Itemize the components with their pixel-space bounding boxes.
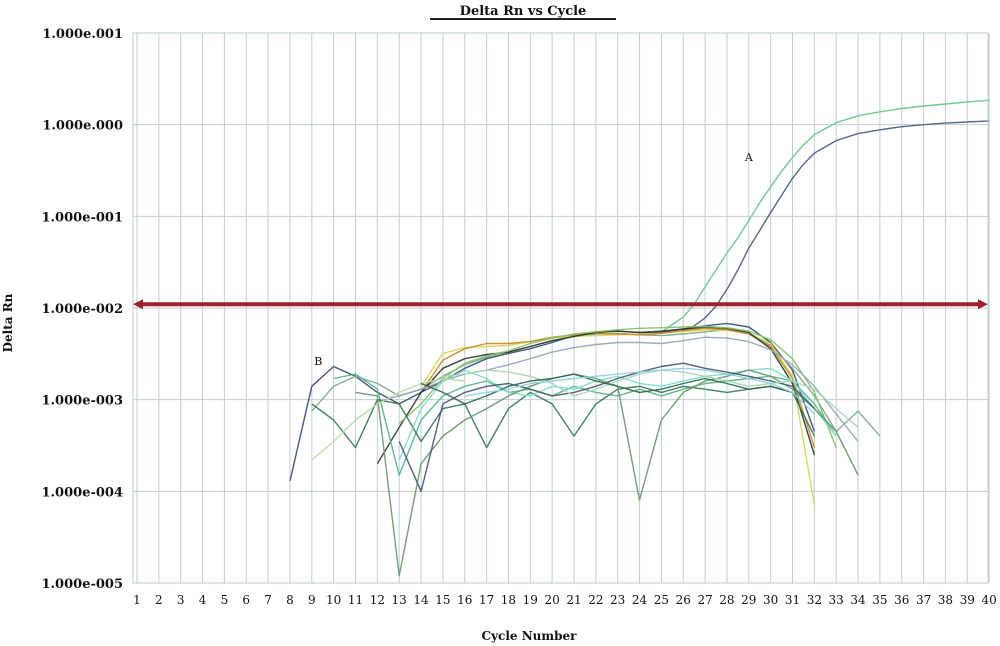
- x-tick-label-9: 9: [308, 593, 316, 607]
- x-tick-label-25: 25: [654, 593, 669, 607]
- x-tick-label-37: 37: [916, 593, 931, 607]
- x-tick-label-15: 15: [435, 593, 450, 607]
- x-tick-label-39: 39: [960, 593, 975, 607]
- x-tick-label-10: 10: [326, 593, 341, 607]
- x-tick-label-24: 24: [632, 593, 648, 607]
- x-tick-label-31: 31: [785, 593, 800, 607]
- series-line-15: [442, 369, 859, 428]
- series-line-6: [420, 327, 816, 448]
- x-tick-label-33: 33: [829, 593, 844, 607]
- x-tick-label-35: 35: [872, 593, 887, 607]
- series-line-18: [464, 367, 815, 415]
- chart-title: Delta Rn vs Cycle: [460, 4, 587, 19]
- series-line-1: [661, 99, 990, 333]
- series-group: [289, 99, 990, 577]
- x-tick-label-28: 28: [719, 593, 734, 607]
- plot-border: [132, 32, 989, 584]
- x-tick-label-12: 12: [370, 593, 385, 607]
- x-tick-label-11: 11: [348, 593, 363, 607]
- x-tick-label-6: 6: [242, 593, 250, 607]
- x-tick-label-22: 22: [588, 593, 603, 607]
- x-tick-label-40: 40: [982, 593, 997, 607]
- series-line-16: [311, 377, 465, 461]
- threshold-arrow-right[interactable]: [978, 299, 988, 310]
- x-tick-label-38: 38: [938, 593, 953, 607]
- x-tick-label-19: 19: [523, 593, 538, 607]
- y-tick-label-0: 1.000e-005: [41, 577, 123, 592]
- x-tick-label-30: 30: [763, 593, 778, 607]
- x-tick-label-21: 21: [566, 593, 581, 607]
- annotation-B: B: [314, 355, 322, 368]
- x-tick-label-29: 29: [741, 593, 756, 607]
- annotation-A: A: [744, 151, 754, 164]
- y-tick-label-5: 1.000e.000: [42, 119, 123, 134]
- x-tick-label-5: 5: [221, 593, 229, 607]
- x-axis-label: Cycle Number: [482, 629, 578, 643]
- series-line-8: [398, 325, 837, 448]
- y-tick-label-1: 1.000e-004: [41, 485, 123, 500]
- series-line-2: [682, 120, 990, 333]
- series-line-11: [311, 385, 816, 449]
- y-tick-label-4: 1.000e-001: [41, 210, 123, 225]
- x-tick-label-23: 23: [610, 593, 625, 607]
- x-tick-label-27: 27: [697, 593, 712, 607]
- x-tick-label-20: 20: [545, 593, 560, 607]
- x-tick-label-8: 8: [286, 593, 294, 607]
- threshold-arrow-left[interactable]: [133, 299, 143, 310]
- series-line-9: [377, 336, 859, 442]
- x-tick-label-2: 2: [155, 593, 163, 607]
- x-tick-label-16: 16: [457, 593, 472, 607]
- x-tick-label-14: 14: [413, 593, 429, 607]
- annotations-group: AB: [314, 151, 754, 368]
- series-line-3: [289, 322, 816, 482]
- y-tick-label-2: 1.000e-003: [41, 394, 123, 409]
- x-tick-label-1: 1: [133, 593, 141, 607]
- x-tick-label-7: 7: [264, 593, 272, 607]
- x-tick-label-4: 4: [199, 593, 207, 607]
- x-tick-label-17: 17: [479, 593, 494, 607]
- series-line-17: [420, 373, 793, 405]
- x-tick-label-18: 18: [501, 593, 516, 607]
- series-line-14: [398, 362, 815, 492]
- y-tick-label-6: 1.000e.001: [42, 27, 123, 42]
- y-tick-label-3: 1.000e-002: [41, 302, 123, 317]
- ticks-group: 1 2 3 4 5 6 7 8 9 10 11 12 13 14 15 16 17 18 19 20 21 22 23 24 2…: [41, 27, 996, 607]
- x-tick-label-26: 26: [676, 593, 691, 607]
- x-tick-label-32: 32: [807, 593, 822, 607]
- x-tick-label-36: 36: [894, 593, 909, 607]
- x-tick-label-34: 34: [850, 593, 866, 607]
- x-tick-label-13: 13: [392, 593, 407, 607]
- x-tick-label-3: 3: [177, 593, 185, 607]
- y-axis-label: Delta Rn: [1, 293, 15, 352]
